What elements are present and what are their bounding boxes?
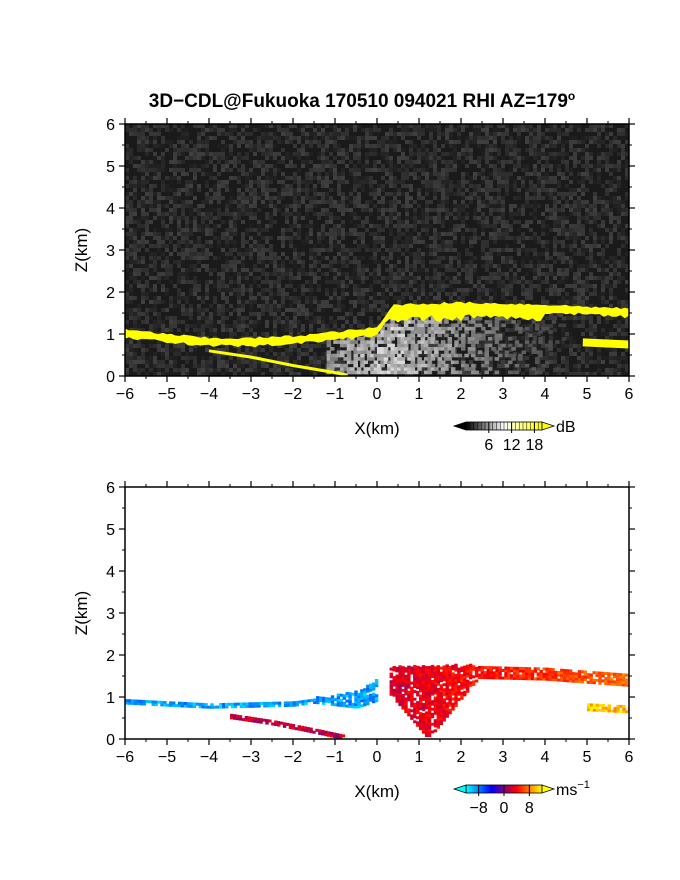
colorbar-unit-base: ms	[556, 782, 577, 799]
x-tick-label: −4	[200, 749, 218, 766]
red-arc	[230, 713, 346, 739]
axes: −6 −5 −4 −3 −2 −1 0 1 2 3 4 5 6 0 1 2 3 4 5 6 X(km) Z(km)	[72, 480, 635, 801]
y-tick-label: 0	[106, 369, 115, 386]
x-tick-label: 6	[625, 386, 634, 403]
x-tick-label: 2	[457, 749, 466, 766]
x-tick-label: 0	[373, 386, 382, 403]
x-tick-label: −5	[158, 749, 176, 766]
colorbar-tick-label: 18	[526, 437, 544, 454]
boundary-layer-glow	[326, 306, 567, 375]
y-tick-label: 6	[106, 117, 115, 134]
x-tick-label: 2	[457, 386, 466, 403]
x-tick-label: 3	[499, 386, 508, 403]
y-tick-label: 1	[106, 690, 115, 707]
velocity-cells	[125, 663, 629, 739]
x-tick-label: 6	[625, 749, 634, 766]
y-tick-label: 2	[106, 285, 115, 302]
x-tick-label: −3	[242, 386, 260, 403]
colorbar-high-arrow	[541, 421, 556, 431]
colorbar-unit: dB	[556, 419, 576, 436]
figure-title: 3D−CDL@Fukuoka 170510 094021 RHI AZ=179o	[149, 89, 576, 112]
y-axis-label: Z(km)	[72, 591, 91, 635]
x-tick-label: −6	[116, 386, 134, 403]
aerosol-layer-top	[125, 301, 629, 348]
colorbar-tick-label: 6	[484, 437, 493, 454]
colorbar-low-arrow	[452, 784, 467, 794]
x-tick-label: 5	[583, 749, 592, 766]
colorbar-tick-label: −8	[470, 800, 488, 817]
colorbar-unit-base: dB	[556, 419, 576, 436]
colorbar-high-arrow	[541, 784, 556, 794]
colorbar-unit-exponent: −1	[577, 779, 590, 791]
y-tick-label: 5	[106, 522, 115, 539]
y-tick-label: 0	[106, 732, 115, 749]
axes: −6 −5 −4 −3 −2 −1 0 1 2 3 4 5 6 0 1 2 3 4 5 6 X(km) Z(km)	[72, 117, 635, 438]
x-axis-label: X(km)	[354, 419, 399, 438]
y-axis-label: Z(km)	[72, 228, 91, 272]
x-tick-label: 5	[583, 386, 592, 403]
x-tick-label: 4	[541, 749, 550, 766]
colorbar-unit: ms−1	[556, 779, 590, 799]
x-tick-label: 1	[415, 386, 424, 403]
colorbar: −8 0 8 ms−1	[452, 779, 590, 817]
y-tick-label: 4	[106, 564, 115, 581]
colorbar-tick-label: 12	[503, 437, 521, 454]
x-tick-label: −1	[326, 749, 344, 766]
colorbar-low-arrow	[452, 421, 467, 431]
y-tick-label: 2	[106, 648, 115, 665]
x-tick-label: −4	[200, 386, 218, 403]
x-tick-label: −6	[116, 749, 134, 766]
right-receding-layer	[389, 663, 629, 738]
x-tick-label: 3	[499, 749, 508, 766]
x-tick-label: 4	[541, 386, 550, 403]
y-tick-label: 3	[106, 606, 115, 623]
colorbar: 6 12 18 dB	[452, 419, 576, 454]
left-approaching-layer	[125, 679, 379, 709]
plot-area	[125, 487, 629, 739]
figure-title-main: 3D−CDL@Fukuoka 170510 094021 RHI AZ=179	[149, 91, 568, 112]
x-tick-label: −3	[242, 749, 260, 766]
y-tick-label: 5	[106, 159, 115, 176]
colorbar-tick-label: 8	[525, 800, 534, 817]
right-lower-patch	[582, 338, 629, 349]
x-tick-label: −2	[284, 386, 302, 403]
x-tick-label: −5	[158, 386, 176, 403]
y-tick-label: 4	[106, 201, 115, 218]
x-tick-label: −1	[326, 386, 344, 403]
colorbar-tick-label: 0	[500, 800, 509, 817]
y-tick-label: 6	[106, 480, 115, 497]
x-axis-label: X(km)	[354, 782, 399, 801]
x-tick-label: 0	[373, 749, 382, 766]
x-tick-label: 1	[415, 749, 424, 766]
y-tick-label: 1	[106, 327, 115, 344]
y-tick-label: 3	[106, 243, 115, 260]
x-tick-label: −2	[284, 749, 302, 766]
plot-area	[125, 124, 629, 376]
figure-title-degree: o	[568, 89, 575, 103]
ground-clutter-arc	[208, 349, 348, 376]
